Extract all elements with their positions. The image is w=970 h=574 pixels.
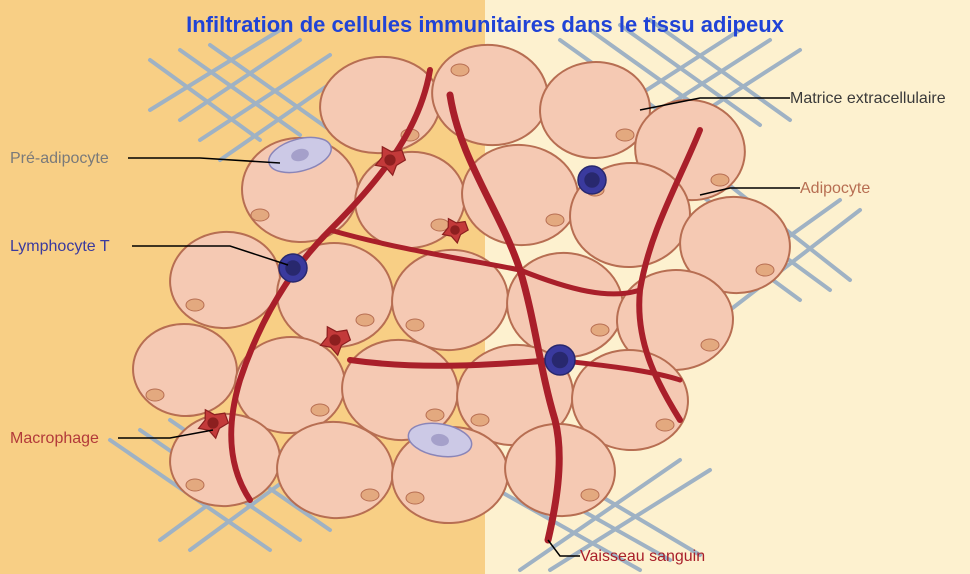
label-adipo: Adipocyte xyxy=(800,180,870,198)
diagram-stage: Infiltration de cellules immunitaires da… xyxy=(0,0,970,574)
label-macro: Macrophage xyxy=(10,430,99,448)
label-vessel: Vaisseau sanguin xyxy=(580,548,705,566)
label-matrix: Matrice extracellulaire xyxy=(790,90,946,108)
diagram-title: Infiltration de cellules immunitaires da… xyxy=(0,12,970,38)
label-preadip: Pré-adipocyte xyxy=(10,150,109,168)
label-lymph: Lymphocyte T xyxy=(10,238,110,256)
diagram-svg xyxy=(0,0,970,574)
